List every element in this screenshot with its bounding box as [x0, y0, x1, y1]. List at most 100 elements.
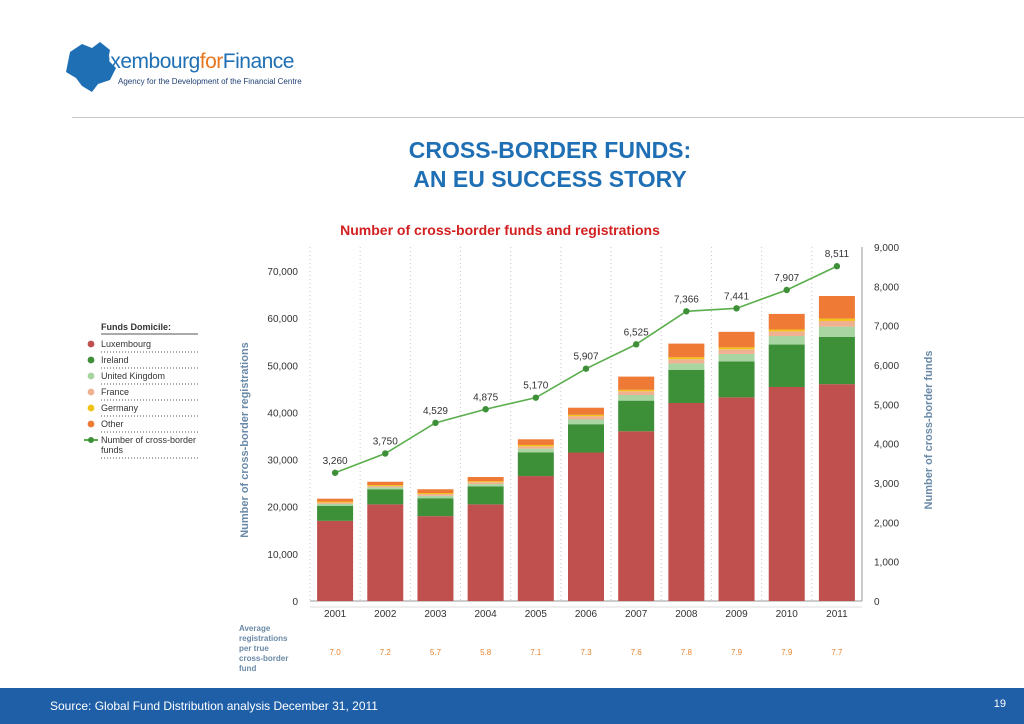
- stacked-bar-line-chart: 0 10,000 20,000 30,000 40,000 50,000 60,000 70,…: [84, 243, 935, 673]
- avg-registrations-value: 7.3: [580, 648, 592, 657]
- x-tick-label: 2003: [424, 609, 447, 620]
- luxembourg-map-logo-icon: [66, 42, 116, 92]
- logo-word-for: for: [199, 50, 224, 73]
- y2-tick-label: 5,000: [874, 400, 899, 411]
- y2-axis-label: Number of cross-border funds: [923, 351, 935, 510]
- header-divider: [72, 117, 1024, 118]
- bar-segment: [517, 446, 554, 449]
- legend-line-marker: [88, 437, 94, 443]
- bar-segment: [618, 389, 655, 392]
- y2-tick-label: 6,000: [874, 361, 899, 372]
- bar-segment: [467, 484, 504, 487]
- bar-segment: [618, 400, 655, 432]
- bar-segment: [317, 505, 354, 521]
- funds-point: [482, 406, 489, 413]
- bar-segment: [467, 486, 504, 505]
- bar-segment: [467, 477, 504, 482]
- y-tick-label: 50,000: [267, 361, 298, 372]
- bar-segment: [568, 452, 604, 601]
- avg-registrations-value: 7.9: [781, 648, 793, 657]
- bar-segment: [517, 452, 554, 477]
- funds-point: [833, 263, 841, 270]
- bar-segment: [618, 431, 655, 601]
- bar-segment: [818, 326, 855, 337]
- bar-segment: [467, 482, 504, 485]
- avg-registrations-label: Average: [239, 624, 271, 633]
- bar-segment: [568, 407, 604, 415]
- legend-label: funds: [101, 445, 124, 455]
- bar-segment: [718, 331, 755, 348]
- y2-tick-label: 4,000: [874, 440, 899, 451]
- x-tick-label: 2005: [525, 609, 548, 620]
- bar-segment: [668, 363, 705, 370]
- funds-point: [532, 394, 540, 401]
- y-tick-label: 60,000: [267, 314, 298, 325]
- x-tick-label: 2008: [675, 609, 698, 620]
- bar-segment: [768, 386, 805, 601]
- avg-registrations-value: 7.0: [330, 648, 342, 657]
- bar-segment: [618, 394, 655, 401]
- legend-label: France: [101, 387, 129, 397]
- bar-segment: [317, 498, 354, 502]
- funds-data-label: 3,260: [323, 456, 348, 467]
- bar-segment: [367, 485, 404, 488]
- bar-segment: [467, 481, 504, 483]
- legend-label: Number of cross-border: [101, 435, 196, 445]
- y-axis-label: Number of cross-border registrations: [239, 342, 251, 538]
- y-tick-label: 40,000: [267, 408, 298, 419]
- funds-point: [432, 419, 439, 427]
- funds-data-label: 4,529: [423, 406, 448, 417]
- bar-segment: [317, 502, 354, 504]
- bar-segment: [517, 439, 554, 445]
- bar-segment: [367, 489, 404, 505]
- funds-point: [683, 308, 690, 315]
- chart-title: Number of cross-border funds and registr…: [340, 222, 660, 238]
- x-tick-label: 2002: [374, 609, 397, 620]
- logo-word-embourg: embourg: [120, 50, 200, 73]
- funds-point: [733, 305, 740, 312]
- x-tick-label: 2011: [826, 609, 848, 620]
- bar-segment: [568, 424, 604, 453]
- bar-segment: [718, 361, 755, 398]
- bar-segment: [818, 295, 855, 319]
- bar-segment: [568, 419, 604, 425]
- bar-segment: [417, 489, 454, 494]
- legend-swatch: [87, 356, 95, 364]
- x-tick-label: 2006: [575, 609, 598, 620]
- legend-label: Germany: [101, 403, 139, 413]
- bar-segment: [718, 397, 755, 601]
- bar-segment: [517, 444, 554, 447]
- bar-segment: [517, 476, 554, 601]
- bar-segment: [668, 343, 705, 358]
- avg-registrations-value: 7.2: [380, 648, 392, 657]
- legend-label: Other: [101, 419, 124, 429]
- legend-swatch: [87, 420, 95, 428]
- funds-data-label: 4,875: [473, 392, 498, 403]
- funds-data-label: 7,907: [774, 273, 799, 284]
- bar-segment: [668, 403, 705, 601]
- bar-segment: [367, 487, 404, 490]
- bar-segment: [768, 329, 805, 332]
- x-tick-label: 2001: [324, 609, 347, 620]
- bar-segment: [818, 337, 855, 385]
- funds-data-label: 5,170: [523, 381, 548, 392]
- legend-label: United Kingdom: [101, 371, 165, 381]
- y2-tick-label: 2,000: [874, 518, 899, 529]
- funds-data-label: 7,366: [674, 294, 699, 305]
- bar-segment: [718, 353, 755, 362]
- avg-registrations-value: 7.6: [631, 648, 643, 657]
- y-tick-label: 20,000: [267, 503, 298, 514]
- bar-segment: [818, 320, 855, 327]
- bar-segment: [768, 336, 805, 345]
- bar-segment: [768, 313, 805, 330]
- logo-tagline: Agency for the Development of the Financ…: [118, 77, 302, 86]
- bar-segment: [568, 416, 604, 420]
- legend-swatch: [87, 372, 95, 380]
- legend-title: Funds Domicile:: [101, 322, 171, 332]
- funds-data-label: 7,441: [724, 291, 749, 302]
- y-tick-label: 30,000: [267, 456, 298, 467]
- logo: LuxembourgforFinance Agency for the Deve…: [62, 36, 312, 98]
- bar-segment: [317, 501, 354, 503]
- legend-swatch: [87, 404, 95, 412]
- slide-title-line-1: CROSS-BORDER FUNDS:: [408, 137, 692, 163]
